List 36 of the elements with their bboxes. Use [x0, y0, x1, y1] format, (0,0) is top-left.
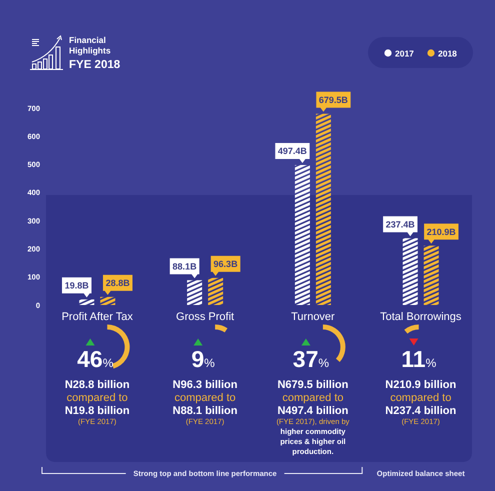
data-label: 96.3B — [214, 259, 238, 270]
text: compared to — [282, 392, 344, 404]
chart-subtitle: FYE 2018 — [69, 59, 121, 71]
bar — [402, 238, 418, 305]
text: 37% — [292, 346, 330, 372]
x-tick-label: Profit After Tax — [62, 311, 134, 323]
text: N237.4 billion — [385, 405, 456, 417]
text: N88.1 billion — [172, 405, 238, 417]
data-label: 210.9B — [426, 226, 456, 237]
x-tick-label: Gross Profit — [176, 311, 234, 323]
data-label: 28.8B — [106, 278, 130, 288]
x-tick-label: Turnover — [291, 311, 336, 323]
text: N96.3 billion — [172, 379, 238, 391]
bar — [316, 114, 331, 305]
legend-label: 2018 — [438, 48, 458, 58]
data-label: 237.4B — [386, 219, 416, 230]
text: N19.8 billion — [64, 405, 130, 417]
data-label: 88.1B — [172, 261, 198, 272]
text: N28.8 billion — [64, 379, 130, 391]
text: 11% — [401, 346, 437, 372]
legend-label: 2017 — [395, 48, 414, 58]
bar — [294, 165, 310, 305]
data-label: 19.8B — [64, 280, 90, 291]
data-label: 497.4B — [278, 146, 308, 156]
text: 46% — [77, 346, 114, 372]
text: 9% — [191, 346, 216, 372]
text: N679.5 billion — [277, 379, 349, 391]
chart-title: Financial Highlights — [69, 35, 111, 56]
x-tick-label: Total Borrowings — [380, 311, 462, 323]
text: N210.9 billion — [385, 379, 456, 391]
text: compared to — [390, 392, 452, 404]
bar — [424, 246, 439, 305]
text: N497.4 billion — [277, 405, 349, 417]
data-label: 679.5B — [318, 94, 348, 105]
text: compared to — [66, 392, 128, 404]
text: compared to — [174, 392, 236, 404]
